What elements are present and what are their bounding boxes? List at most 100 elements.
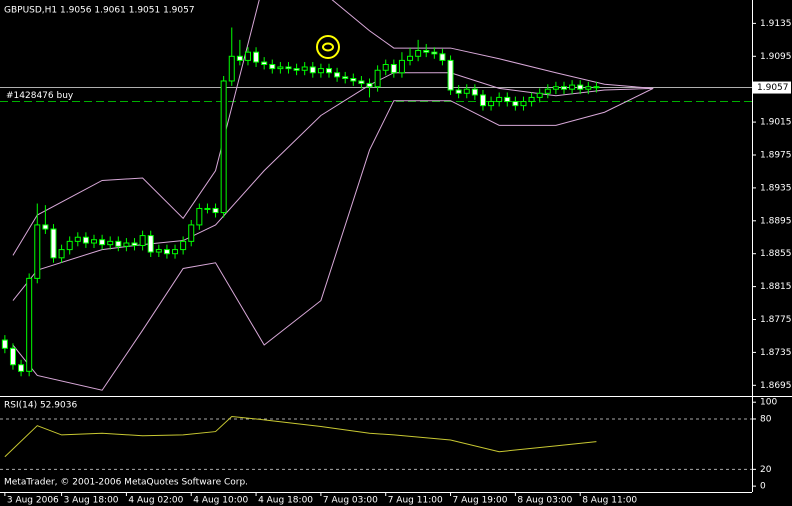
candle-body xyxy=(577,84,584,90)
candle-body xyxy=(309,66,316,74)
candle-body xyxy=(301,66,308,71)
candle-body xyxy=(342,76,349,79)
bollinger-lower xyxy=(12,87,654,391)
candle-body xyxy=(366,82,373,88)
rsi-title: RSI(14) 52.9036 xyxy=(4,401,77,411)
candle-body xyxy=(115,240,122,247)
candle-body xyxy=(220,80,227,214)
x-tick-label: 4 Aug 18:00 xyxy=(258,496,313,506)
candle-body xyxy=(253,51,260,63)
y-tick-label: 1.9015 xyxy=(760,118,792,128)
candle-body xyxy=(585,86,592,90)
candle-body xyxy=(496,96,503,103)
x-tick-label: 8 Aug 11:00 xyxy=(582,496,637,506)
y-tick-label: 1.8975 xyxy=(760,150,792,160)
candle-body xyxy=(58,249,65,259)
y-tick-label: 1.8895 xyxy=(760,216,792,226)
candle-body xyxy=(99,239,106,246)
y-tick-label: 1.9095 xyxy=(760,52,792,62)
candle-body xyxy=(528,96,535,103)
candle-body xyxy=(447,59,454,91)
candle-body xyxy=(26,277,33,372)
price-box xyxy=(753,81,791,94)
candle-body xyxy=(561,86,567,90)
candle-body xyxy=(147,235,154,253)
candle-body xyxy=(439,53,446,61)
candle-body xyxy=(244,51,251,61)
x-tick-label: 7 Aug 11:00 xyxy=(388,496,443,506)
candle-body xyxy=(407,55,414,61)
candle-body xyxy=(9,347,16,366)
rsi-y-tick-label: 20 xyxy=(760,465,772,475)
candle-body xyxy=(479,94,486,107)
candle-body xyxy=(512,101,519,107)
candle-body xyxy=(569,84,576,90)
candle-body xyxy=(261,61,268,66)
y-tick-label: 1.8775 xyxy=(760,315,792,325)
y-tick-label: 1.9135 xyxy=(760,19,792,29)
x-tick-label: 3 Aug 2006 xyxy=(7,496,59,506)
footer: MetaTrader, © 2001-2006 MetaQuotes Softw… xyxy=(4,478,248,488)
candle-body xyxy=(196,207,203,226)
candle-body xyxy=(415,50,422,57)
candle-body xyxy=(390,64,397,74)
candle-body xyxy=(317,68,324,74)
candle-body xyxy=(552,86,559,90)
candle-body xyxy=(82,236,89,244)
order-label: #1428476 buy xyxy=(6,91,74,101)
candle-body xyxy=(236,55,243,61)
candle-body xyxy=(593,86,600,89)
candle-body xyxy=(131,242,138,246)
rsi-y-tick-label: 0 xyxy=(760,482,766,492)
x-tick-label: 7 Aug 19:00 xyxy=(453,496,508,506)
rsi-y-tick-label: 100 xyxy=(760,398,777,408)
candle-body xyxy=(488,101,495,107)
candle-body xyxy=(382,64,389,71)
candle-body xyxy=(350,77,357,82)
candle-body xyxy=(431,51,438,55)
candle-body xyxy=(285,66,292,70)
candle-body xyxy=(180,240,187,251)
y-tick-label: 1.8735 xyxy=(760,348,792,358)
candle-body xyxy=(471,88,478,96)
candle-body xyxy=(1,339,8,349)
candle-body xyxy=(172,249,179,255)
candle-body xyxy=(544,88,551,94)
candle-body xyxy=(374,69,381,88)
candle-body xyxy=(91,239,97,244)
candle-body xyxy=(326,68,332,74)
chart-title: GBPUSD,H1 1.9056 1.9061 1.9051 1.9057 xyxy=(4,6,195,16)
candle-body xyxy=(50,228,57,259)
y-tick-label: 1.8695 xyxy=(760,381,792,391)
signal-icon-inner xyxy=(322,42,334,52)
x-tick-label: 7 Aug 03:00 xyxy=(323,496,378,506)
candle-body xyxy=(155,249,162,253)
x-tick-label: 8 Aug 03:00 xyxy=(517,496,572,506)
candle-body xyxy=(188,224,195,242)
candle-body xyxy=(107,240,114,246)
candle-body xyxy=(139,235,146,246)
candle-body xyxy=(18,364,25,372)
candle-body xyxy=(358,80,365,84)
bollinger-upper xyxy=(12,0,654,256)
candle-body xyxy=(463,88,470,94)
candle-body xyxy=(455,89,462,94)
candle-body xyxy=(66,240,73,251)
candle-body xyxy=(398,59,405,74)
candle-body xyxy=(74,236,81,242)
candle-body xyxy=(212,207,219,214)
candle-body xyxy=(520,101,527,107)
price-box-label: 1.9057 xyxy=(757,83,789,93)
rsi-line xyxy=(4,415,597,458)
y-tick-label: 1.8935 xyxy=(760,183,792,193)
y-tick-label: 1.8815 xyxy=(760,282,792,292)
candle-body xyxy=(269,64,276,70)
candle-body xyxy=(163,249,170,255)
candle-body xyxy=(123,242,130,247)
candle-body xyxy=(34,224,41,279)
candle-body xyxy=(42,224,49,230)
candle-body xyxy=(536,92,543,98)
candle-body xyxy=(504,96,511,103)
